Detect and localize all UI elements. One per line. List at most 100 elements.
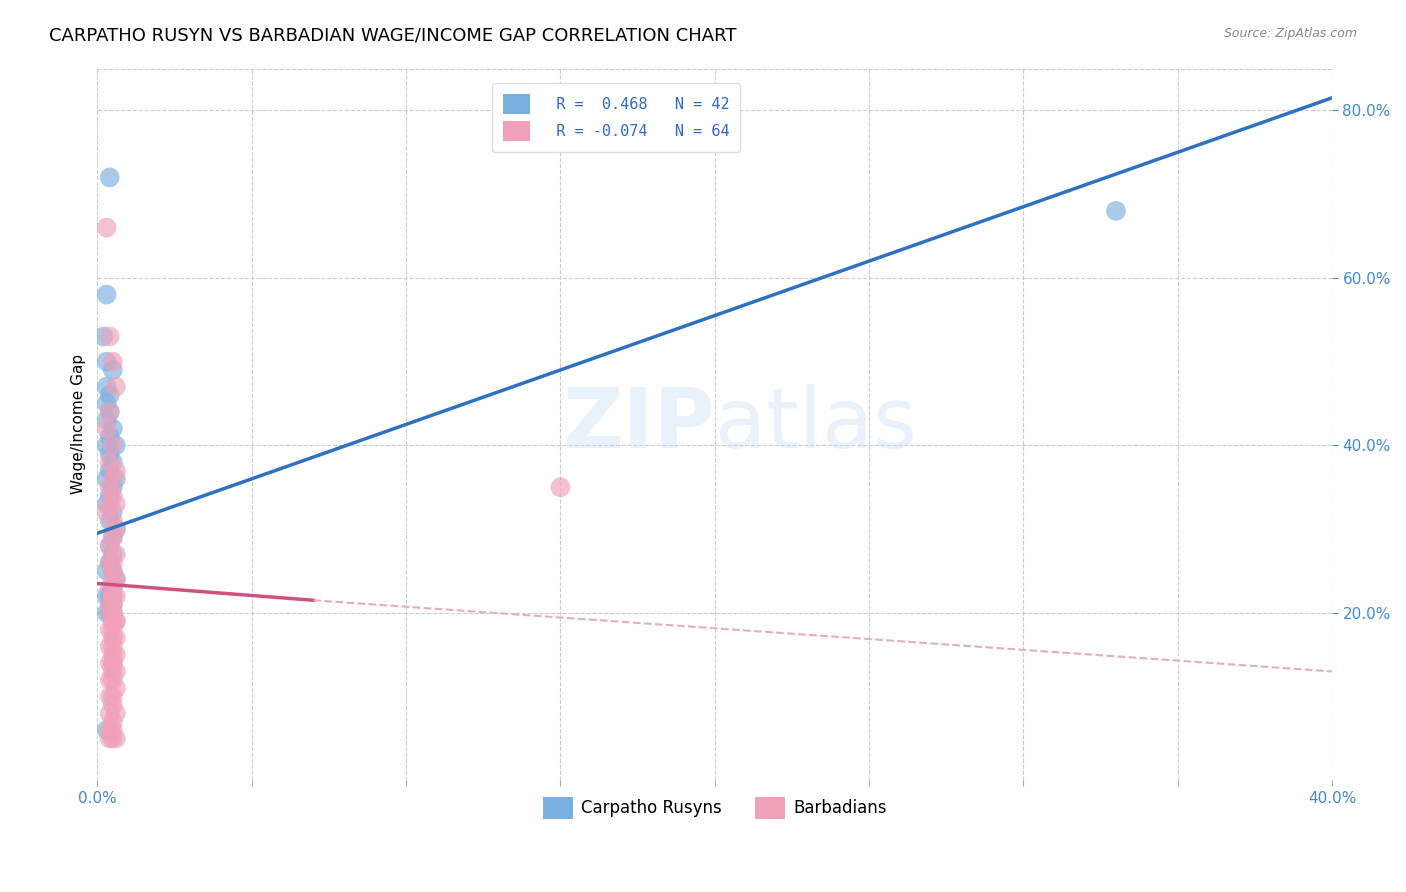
Point	[98, 640, 121, 654]
Point	[104, 522, 127, 536]
Point	[101, 480, 124, 494]
Point	[101, 547, 124, 561]
Point	[96, 396, 118, 410]
Point	[98, 606, 121, 620]
Point	[101, 438, 124, 452]
Point	[101, 505, 124, 519]
Point	[104, 589, 127, 603]
Text: ZIP: ZIP	[562, 384, 714, 465]
Point	[101, 598, 124, 612]
Point	[104, 614, 127, 628]
Point	[101, 455, 124, 469]
Point	[1105, 203, 1128, 218]
Point	[98, 581, 121, 595]
Point	[104, 706, 127, 721]
Point	[101, 614, 124, 628]
Point	[96, 564, 118, 578]
Point	[96, 606, 118, 620]
Text: atlas: atlas	[714, 384, 917, 465]
Point	[98, 589, 121, 603]
Point	[98, 690, 121, 704]
Point	[98, 480, 121, 494]
Point	[98, 447, 121, 461]
Point	[101, 631, 124, 645]
Point	[101, 656, 124, 670]
Point	[104, 614, 127, 628]
Point	[104, 631, 127, 645]
Point	[101, 656, 124, 670]
Point	[98, 556, 121, 570]
Point	[101, 598, 124, 612]
Point	[104, 522, 127, 536]
Point	[98, 598, 121, 612]
Point	[104, 438, 127, 452]
Point	[550, 480, 572, 494]
Point	[101, 640, 124, 654]
Point	[101, 421, 124, 435]
Point	[101, 581, 124, 595]
Point	[96, 413, 118, 427]
Point	[104, 572, 127, 586]
Point	[98, 170, 121, 185]
Point	[96, 723, 118, 737]
Point	[96, 497, 118, 511]
Point	[98, 706, 121, 721]
Point	[101, 531, 124, 545]
Point	[96, 438, 118, 452]
Point	[101, 623, 124, 637]
Point	[101, 606, 124, 620]
Point	[104, 731, 127, 746]
Point	[98, 405, 121, 419]
Point	[101, 589, 124, 603]
Point	[98, 497, 121, 511]
Legend: Carpatho Rusyns, Barbadians: Carpatho Rusyns, Barbadians	[536, 790, 893, 825]
Point	[96, 354, 118, 368]
Point	[101, 472, 124, 486]
Text: Source: ZipAtlas.com: Source: ZipAtlas.com	[1223, 27, 1357, 40]
Point	[104, 472, 127, 486]
Point	[104, 380, 127, 394]
Point	[93, 329, 115, 343]
Point	[101, 665, 124, 679]
Point	[98, 539, 121, 553]
Point	[96, 472, 118, 486]
Point	[98, 430, 121, 444]
Point	[101, 589, 124, 603]
Point	[96, 589, 118, 603]
Point	[101, 531, 124, 545]
Point	[104, 497, 127, 511]
Point	[101, 698, 124, 712]
Point	[104, 665, 127, 679]
Point	[98, 598, 121, 612]
Point	[101, 514, 124, 528]
Point	[98, 656, 121, 670]
Y-axis label: Wage/Income Gap: Wage/Income Gap	[72, 354, 86, 494]
Point	[98, 556, 121, 570]
Text: CARPATHO RUSYN VS BARBADIAN WAGE/INCOME GAP CORRELATION CHART: CARPATHO RUSYN VS BARBADIAN WAGE/INCOME …	[49, 27, 737, 45]
Point	[104, 648, 127, 662]
Point	[101, 489, 124, 503]
Point	[98, 539, 121, 553]
Point	[98, 329, 121, 343]
Point	[101, 690, 124, 704]
Point	[101, 354, 124, 368]
Point	[98, 388, 121, 402]
Point	[98, 514, 121, 528]
Point	[104, 463, 127, 477]
Point	[98, 405, 121, 419]
Point	[101, 731, 124, 746]
Point	[101, 564, 124, 578]
Point	[96, 220, 118, 235]
Point	[101, 363, 124, 377]
Point	[98, 606, 121, 620]
Point	[101, 723, 124, 737]
Point	[101, 648, 124, 662]
Point	[98, 731, 121, 746]
Point	[98, 463, 121, 477]
Point	[101, 714, 124, 729]
Point	[98, 455, 121, 469]
Point	[96, 505, 118, 519]
Point	[101, 673, 124, 687]
Point	[101, 606, 124, 620]
Point	[101, 556, 124, 570]
